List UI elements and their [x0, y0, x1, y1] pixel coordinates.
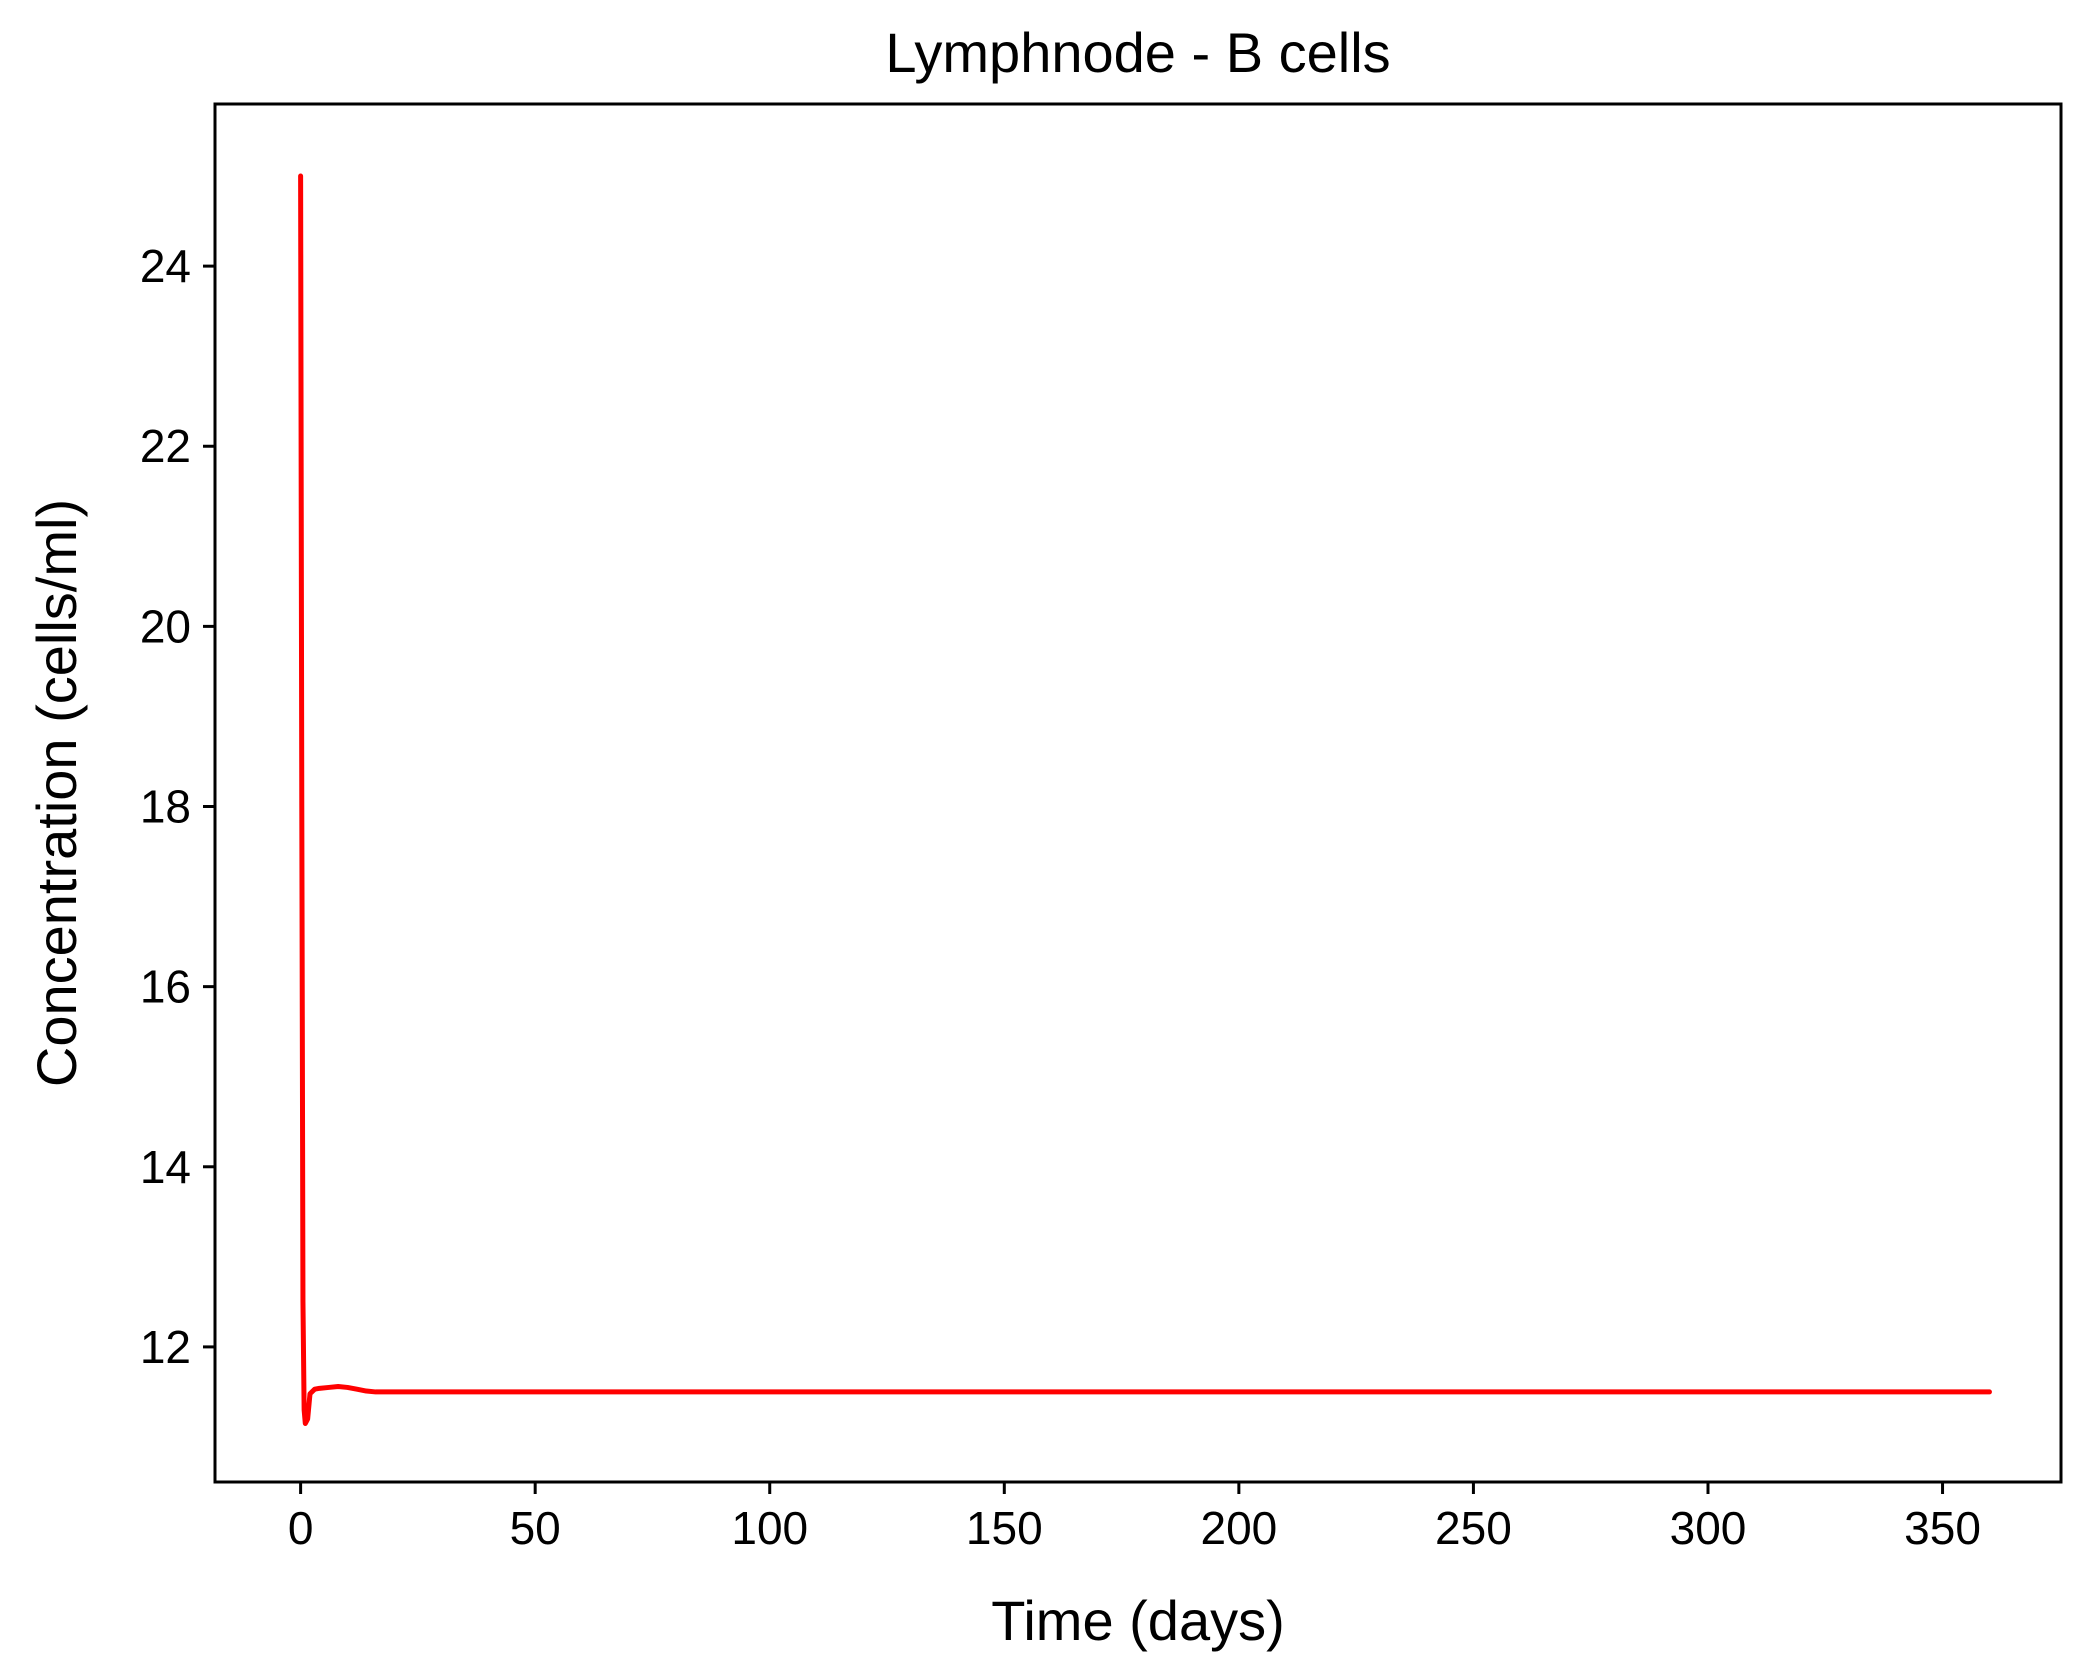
- x-axis: 0 50 100 150 200 250 300 350: [288, 1482, 1981, 1554]
- y-tick-label: 16: [140, 961, 191, 1013]
- y-tick-label: 24: [140, 240, 191, 292]
- y-axis-label: Concentration (cells/ml): [25, 499, 88, 1087]
- y-tick-label: 20: [140, 600, 191, 652]
- y-tick-label: 18: [140, 781, 191, 833]
- series-line: [298, 173, 1992, 1426]
- x-tick-label: 350: [1904, 1502, 1981, 1554]
- x-tick-label: 50: [510, 1502, 561, 1554]
- y-axis: 12 14 16 18 20 22 24: [140, 240, 215, 1373]
- y-tick-label: 12: [140, 1321, 191, 1373]
- x-tick-label: 0: [288, 1502, 314, 1554]
- x-tick-label: 150: [966, 1502, 1043, 1554]
- plot-frame: [213, 102, 2063, 1484]
- y-tick-label: 22: [140, 420, 191, 472]
- x-axis-label: Time (days): [991, 1589, 1285, 1652]
- x-tick-label: 250: [1435, 1502, 1512, 1554]
- x-tick-label: 200: [1200, 1502, 1277, 1554]
- x-tick-label: 100: [731, 1502, 808, 1554]
- series-layer: [298, 173, 1992, 1426]
- y-tick-label: 14: [140, 1141, 191, 1193]
- x-tick-label: 300: [1670, 1502, 1747, 1554]
- chart-title: Lymphnode - B cells: [885, 21, 1390, 84]
